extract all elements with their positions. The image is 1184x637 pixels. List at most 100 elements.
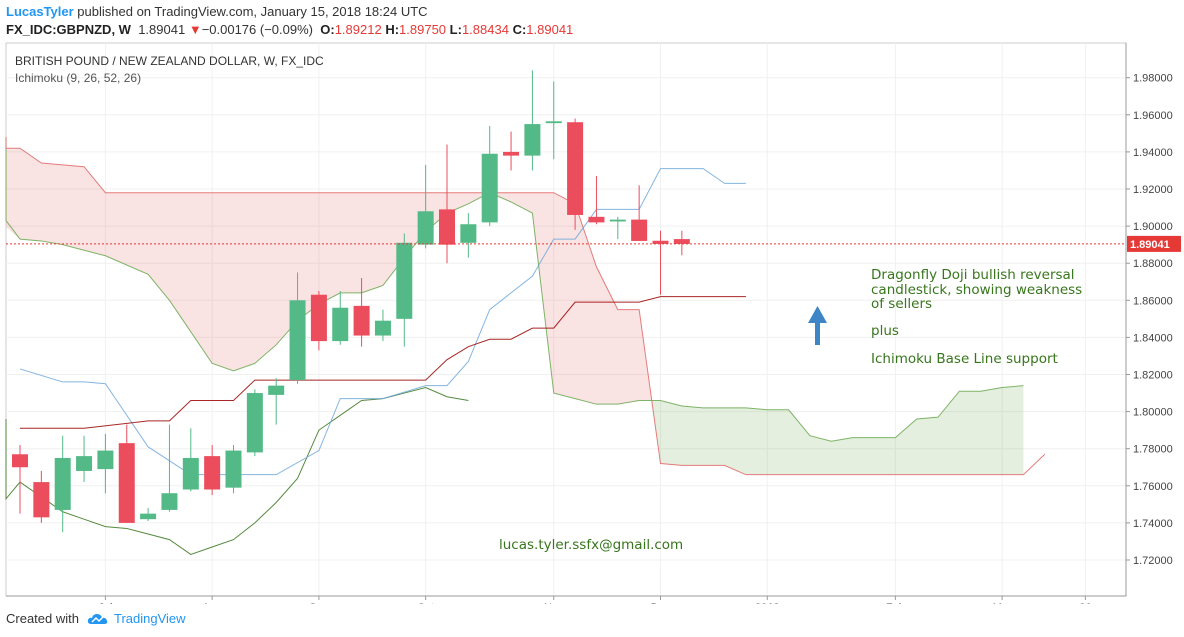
- bear-cloud-fill: [490, 192, 652, 405]
- candle-body-up: [246, 393, 263, 453]
- close-label: C:: [512, 22, 527, 37]
- annotation-support: Ichimoku Base Line support: [871, 351, 1058, 367]
- candle-body-down: [631, 219, 648, 241]
- price-change: −0.00176 (−0.09%): [201, 22, 313, 37]
- candle-body-down: [33, 482, 50, 518]
- symbol-label: FX_IDC:GBPNZD, W: [6, 22, 131, 37]
- tradingview-link[interactable]: TradingView: [87, 611, 186, 626]
- candle-body-down: [673, 239, 690, 244]
- y-tick-label: 1.86000: [1133, 295, 1173, 307]
- candle-body-down: [204, 456, 221, 490]
- candle-body-up: [268, 385, 285, 395]
- low-label: L:: [449, 22, 462, 37]
- candle-body-up: [481, 153, 498, 223]
- senkou-span-a-line: [5, 137, 1024, 442]
- y-tick-label: 1.92000: [1133, 184, 1173, 196]
- kijun-sen-line: [20, 296, 746, 429]
- time-axis-ticks[interactable]: Jul Aug Sep Oct Nov Dec 2018 Feb Mar 26: [98, 596, 1091, 604]
- last-price-tag: 1.89041: [1127, 235, 1181, 252]
- y-tick-label: 1.74000: [1133, 518, 1173, 530]
- x-tick-label: Aug: [202, 602, 222, 604]
- price-chart[interactable]: 1.98000 1.96000 1.94000 1.92000 1.90000 1.880…: [0, 42, 1184, 604]
- y-tick-label: 1.88000: [1133, 258, 1173, 270]
- x-tick-label: Sep: [309, 602, 329, 604]
- candle-body-down: [118, 443, 135, 523]
- chart-title: BRITISH POUND / NEW ZEALAND DOLLAR, W, F…: [15, 54, 324, 68]
- x-tick-label: 26: [1079, 602, 1091, 604]
- candle-body-up: [97, 450, 114, 470]
- candle-body-up: [332, 307, 349, 342]
- high-value: 1.89750: [399, 22, 447, 37]
- candle-body-up: [140, 513, 157, 520]
- x-tick-label: Jul: [98, 602, 112, 604]
- open-value: 1.89212: [334, 22, 382, 37]
- publish-line: LucasTyler published on TradingView.com,…: [6, 4, 428, 19]
- plot-frame: [5, 42, 1127, 597]
- bear-cloud-fill: [6, 137, 490, 371]
- annotation-group: Dragonfly Doji bullish reversal candlest…: [499, 267, 1082, 553]
- y-tick-label: 1.96000: [1133, 110, 1173, 122]
- annotation-line-3: of sellers: [871, 296, 932, 312]
- candle-body-down: [353, 305, 370, 336]
- ichimoku-lines: [5, 137, 1046, 555]
- candle-body-down: [567, 122, 584, 215]
- candle-body-down: [439, 209, 455, 245]
- candle-body-up: [182, 457, 199, 490]
- quote-line: FX_IDC:GBPNZD, W 1.89041 ▼−0.00176 (−0.0…: [6, 22, 573, 37]
- y-tick-label: 1.84000: [1133, 332, 1173, 344]
- x-tick-label: Dec: [651, 602, 671, 604]
- candle-body-up: [545, 121, 562, 124]
- last-price: 1.89041: [138, 22, 186, 37]
- candle-body-up: [374, 320, 391, 336]
- last-price-tag-bg: [1127, 235, 1181, 252]
- candle-body-down: [652, 240, 669, 244]
- published-text: published on TradingView.com, January 15…: [73, 4, 428, 19]
- close-value: 1.89041: [526, 22, 574, 37]
- open-label: O:: [320, 22, 335, 37]
- cloud-icon: [87, 613, 108, 624]
- indicator-label[interactable]: Ichimoku (9, 26, 52, 26): [15, 71, 141, 85]
- y-tick-label: 1.72000: [1133, 555, 1173, 567]
- annotation-line-1: Dragonfly Doji bullish reversal: [871, 267, 1075, 283]
- candle-body-down: [12, 454, 28, 468]
- y-tick-label: 1.82000: [1133, 370, 1173, 382]
- candle-body-up: [225, 450, 242, 488]
- x-tick-label: 2018: [755, 602, 779, 604]
- x-tick-label: Mar: [993, 602, 1012, 604]
- candle-body-up: [524, 124, 541, 156]
- annotation-line-2: candlestick, showing weakness: [871, 282, 1082, 298]
- created-with-label: Created with: [6, 611, 79, 626]
- price-axis[interactable]: [1126, 43, 1184, 596]
- candle-body-down: [310, 294, 327, 342]
- low-value: 1.88434: [461, 22, 509, 37]
- footer: Created with TradingView: [6, 611, 186, 626]
- candle-body-up: [289, 300, 306, 381]
- high-label: H:: [385, 22, 400, 37]
- candle-body-up: [609, 219, 626, 222]
- y-tick-label: 1.94000: [1133, 147, 1173, 159]
- candle-body-up: [417, 211, 434, 245]
- last-price-tag-label: 1.89041: [1130, 239, 1170, 251]
- author-name[interactable]: LucasTyler: [6, 4, 74, 19]
- x-tick-label: Feb: [886, 602, 905, 604]
- y-tick-label: 1.90000: [1133, 221, 1173, 233]
- senkou-span-b-line: [5, 137, 1046, 476]
- y-tick-label: 1.80000: [1133, 407, 1173, 419]
- price-axis-ticks: 1.98000 1.96000 1.94000 1.92000 1.90000 1.880…: [1126, 73, 1173, 567]
- grid: [6, 43, 1126, 596]
- y-tick-label: 1.78000: [1133, 444, 1173, 456]
- candle-body-up: [460, 224, 477, 243]
- author-email: lucas.tyler.ssfx@gmail.com: [499, 537, 683, 553]
- y-tick-label: 1.76000: [1133, 481, 1173, 493]
- candle-body-up: [54, 457, 71, 510]
- candle-body-up: [396, 242, 413, 319]
- y-tick-label: 1.98000: [1133, 73, 1173, 85]
- candle-body-up: [76, 456, 93, 471]
- x-tick-label: Nov: [544, 602, 564, 604]
- tradingview-brand[interactable]: TradingView: [113, 611, 186, 626]
- candles: [12, 70, 690, 533]
- annotation-plus: plus: [871, 323, 899, 339]
- candle-body-up: [161, 493, 178, 510]
- arrow-up-icon: [808, 306, 827, 345]
- x-tick-label: Oct: [417, 602, 434, 604]
